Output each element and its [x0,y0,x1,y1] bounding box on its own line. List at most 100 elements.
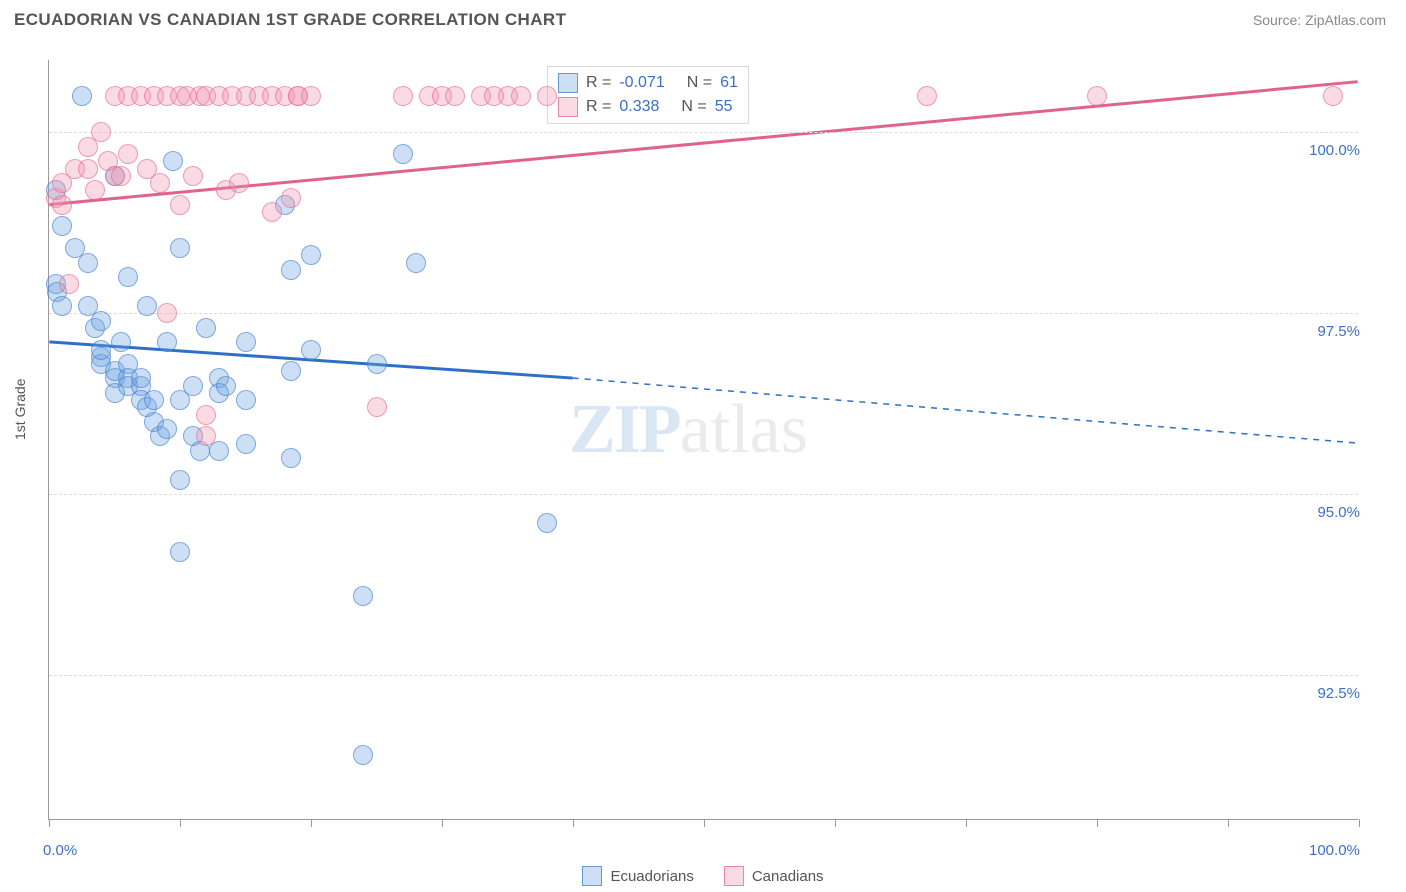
x-tick [573,819,574,827]
y-tick-label: 100.0% [1280,142,1360,159]
data-point [281,361,301,381]
n-value: 61 [720,74,738,92]
legend-label: Canadians [752,868,824,885]
data-point [537,86,557,106]
x-tick-label: 100.0% [1309,842,1360,859]
data-point [157,303,177,323]
x-tick [1359,819,1360,827]
data-point [78,159,98,179]
data-point [52,296,72,316]
data-point [393,86,413,106]
data-point [170,470,190,490]
data-point [301,86,321,106]
r-label: R = [586,98,611,116]
x-tick [1097,819,1098,827]
source-label: Source: ZipAtlas.com [1253,12,1386,28]
swatch-blue-icon [558,73,578,93]
data-point [393,144,413,164]
data-point [445,86,465,106]
data-point [91,340,111,360]
data-point [163,151,183,171]
data-point [511,86,531,106]
data-point [170,195,190,215]
data-point [917,86,937,106]
data-point [281,260,301,280]
series-legend: Ecuadorians Canadians [0,866,1406,886]
x-tick [442,819,443,827]
chart-title: ECUADORIAN VS CANADIAN 1ST GRADE CORRELA… [14,10,566,30]
data-point [1087,86,1107,106]
data-point [52,195,72,215]
x-tick [49,819,50,827]
data-point [150,173,170,193]
data-point [59,274,79,294]
trend-line-dashed [573,378,1358,443]
data-point [367,397,387,417]
x-tick [311,819,312,827]
data-point [196,405,216,425]
data-point [131,368,151,388]
y-tick-label: 97.5% [1280,323,1360,340]
grid-line [49,675,1358,676]
y-tick-label: 92.5% [1280,685,1360,702]
x-tick [1228,819,1229,827]
r-label: R = [586,74,611,92]
data-point [367,354,387,374]
n-label: N = [681,98,706,116]
r-value: -0.071 [619,74,664,92]
x-tick-label: 0.0% [43,842,77,859]
data-point [196,318,216,338]
swatch-pink-icon [558,97,578,117]
correlation-legend: R = -0.071 N = 61 R = 0.338 N = 55 [547,66,749,124]
data-point [157,332,177,352]
data-point [52,216,72,236]
data-point [236,434,256,454]
data-point [183,166,203,186]
legend-row-pink: R = 0.338 N = 55 [558,95,738,119]
legend-item-canadians: Canadians [724,866,824,886]
data-point [281,448,301,468]
data-point [183,376,203,396]
data-point [229,173,249,193]
data-point [281,188,301,208]
data-point [78,253,98,273]
legend-label: Ecuadorians [610,868,693,885]
n-label: N = [687,74,712,92]
data-point [111,166,131,186]
data-point [301,245,321,265]
data-point [353,586,373,606]
data-point [91,122,111,142]
y-axis-label: 1st Grade [12,379,28,440]
data-point [170,542,190,562]
legend-item-ecuadorians: Ecuadorians [582,866,693,886]
swatch-blue-icon [582,866,602,886]
data-point [91,311,111,331]
x-tick [966,819,967,827]
x-tick [180,819,181,827]
data-point [72,86,92,106]
data-point [236,390,256,410]
data-point [85,180,105,200]
grid-line [49,313,1358,314]
data-point [111,332,131,352]
data-point [406,253,426,273]
header: ECUADORIAN VS CANADIAN 1ST GRADE CORRELA… [0,0,1406,38]
data-point [216,376,236,396]
data-point [301,340,321,360]
data-point [537,513,557,533]
data-point [118,267,138,287]
data-point [236,332,256,352]
data-point [1323,86,1343,106]
x-tick [835,819,836,827]
data-point [144,390,164,410]
legend-row-blue: R = -0.071 N = 61 [558,71,738,95]
grid-line [49,494,1358,495]
grid-line [49,132,1358,133]
data-point [196,426,216,446]
swatch-pink-icon [724,866,744,886]
data-point [262,202,282,222]
chart-plot-area: ZIPatlas R = -0.071 N = 61 R = 0.338 N =… [48,60,1358,820]
data-point [353,745,373,765]
n-value: 55 [715,98,733,116]
data-point [118,144,138,164]
